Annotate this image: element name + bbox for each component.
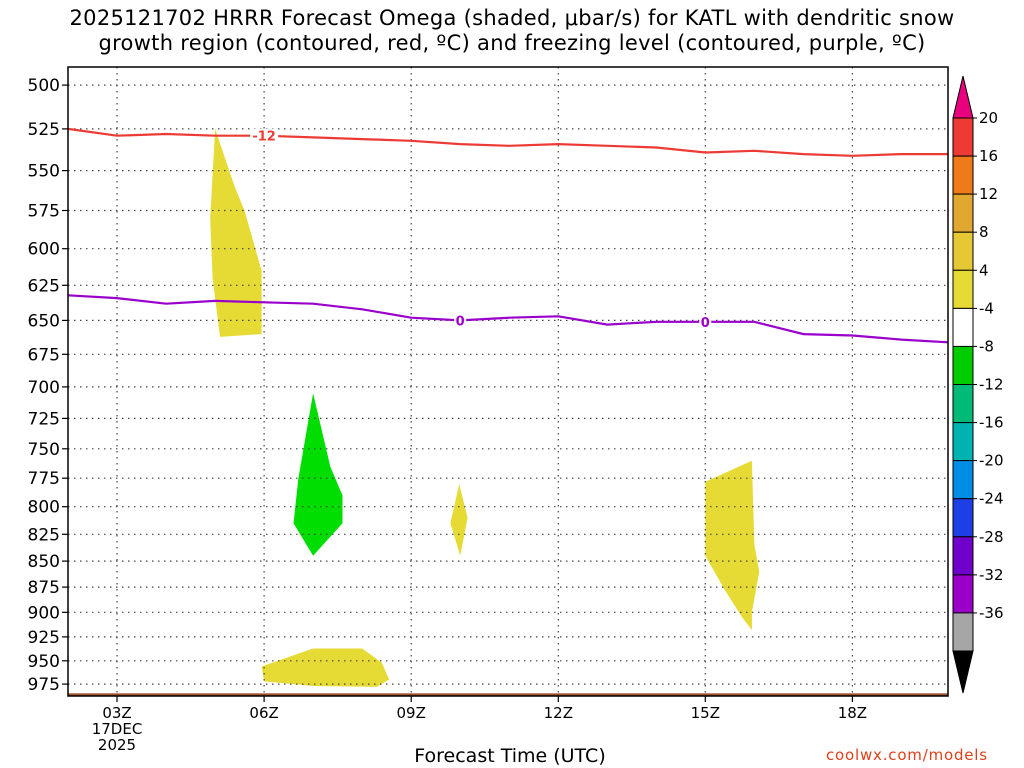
contour-label-bg bbox=[699, 314, 712, 329]
colorbar: 20 16 12 8 4 -4 -8 -12 -16 -20 -24 -28 -32 -36 bbox=[952, 75, 1004, 694]
omega-shaded-regions bbox=[210, 128, 760, 687]
colorbar-bin bbox=[952, 460, 974, 500]
grid bbox=[68, 67, 948, 696]
colorbar-top-extend bbox=[952, 75, 974, 119]
y-axis: 500 525 550 575 600 625 650 675 700 725 750 775 800 8… bbox=[28, 76, 68, 695]
contour-label: -12 bbox=[252, 130, 276, 145]
colorbar-label: -8 bbox=[979, 337, 994, 355]
x-axis-label: Forecast Time (UTC) bbox=[414, 745, 606, 767]
colorbar-label: 12 bbox=[979, 185, 998, 203]
plot-frame bbox=[67, 66, 949, 697]
colorbar-bin bbox=[952, 612, 974, 652]
colorbar-label: -12 bbox=[979, 376, 1004, 394]
omega-shade-4 bbox=[705, 460, 760, 631]
colorbar-bin bbox=[952, 307, 974, 347]
y-tick-label: 600 bbox=[28, 240, 60, 260]
omega-shade-5 bbox=[261, 648, 390, 687]
y-tick-label: 925 bbox=[28, 628, 60, 648]
colorbar-label: -20 bbox=[979, 452, 1004, 470]
y-tick-label: 675 bbox=[28, 345, 60, 365]
y-tick-label: 500 bbox=[28, 76, 60, 96]
x-tick-label: 15Z bbox=[691, 704, 720, 722]
y-tick-label: 650 bbox=[28, 311, 60, 331]
y-tick-label: 550 bbox=[28, 162, 60, 182]
colorbar-label: -32 bbox=[979, 566, 1004, 584]
x-tick-label: 12Z bbox=[544, 704, 573, 722]
colorbar-bin bbox=[952, 422, 974, 462]
y-tick-label: 825 bbox=[28, 525, 60, 545]
x-tick-label: 03Z bbox=[102, 704, 131, 722]
colorbar-bin bbox=[952, 498, 974, 538]
contour-label: 0 bbox=[701, 316, 710, 331]
terrain-layer bbox=[68, 693, 948, 696]
omega-shade-1 bbox=[210, 128, 262, 337]
colorbar-bin bbox=[952, 345, 974, 385]
colorbar-bin bbox=[952, 574, 974, 614]
colorbar-bin bbox=[952, 269, 974, 309]
omega-shade-2 bbox=[293, 393, 343, 556]
colorbar-bin bbox=[952, 384, 974, 424]
colorbar-label: -24 bbox=[979, 490, 1004, 508]
y-tick-label: 525 bbox=[28, 120, 60, 140]
y-tick-label: 975 bbox=[28, 675, 60, 695]
colorbar-label: -16 bbox=[979, 414, 1004, 432]
y-tick-label: 575 bbox=[28, 202, 60, 222]
contour-label: 0 bbox=[456, 314, 465, 329]
colorbar-label: -4 bbox=[979, 299, 994, 317]
contour-label-bg bbox=[454, 313, 467, 328]
colorbar-bin bbox=[952, 155, 974, 195]
colorbar-label: 20 bbox=[979, 109, 998, 127]
y-tick-label: 625 bbox=[28, 276, 60, 296]
colorbar-label: -28 bbox=[979, 528, 1004, 546]
y-tick-label: 700 bbox=[28, 378, 60, 398]
x-tick-label: 06Z bbox=[249, 704, 278, 722]
y-tick-label: 900 bbox=[28, 603, 60, 623]
chart-title-line2: growth region (contoured, red, ºC) and f… bbox=[98, 31, 926, 55]
y-tick-label: 950 bbox=[28, 652, 60, 672]
y-tick-label: 750 bbox=[28, 440, 60, 460]
contour-label-bg bbox=[250, 128, 279, 143]
colorbar-bin bbox=[952, 536, 974, 576]
colorbar-bin bbox=[952, 231, 974, 271]
chart-title-line1: 2025121702 HRRR Forecast Omega (shaded, … bbox=[69, 6, 955, 30]
colorbar-label: 8 bbox=[979, 223, 989, 241]
colorbar-label: 16 bbox=[979, 147, 998, 165]
colorbar-bottom-extend bbox=[952, 650, 974, 694]
terrain-band bbox=[68, 693, 948, 696]
x-tick-sublabel: 2025 bbox=[98, 736, 136, 754]
colorbar-bin bbox=[952, 193, 974, 233]
y-tick-label: 800 bbox=[28, 498, 60, 518]
y-tick-label: 850 bbox=[28, 552, 60, 572]
x-tick-label: 18Z bbox=[838, 704, 867, 722]
omega-shade-3 bbox=[450, 484, 468, 556]
x-tick-label: 09Z bbox=[397, 704, 426, 722]
y-tick-label: 725 bbox=[28, 409, 60, 429]
colorbar-label: -36 bbox=[979, 604, 1004, 622]
contour-line-1 bbox=[67, 127, 948, 157]
contour-lines: -12 0 0 bbox=[67, 127, 949, 344]
contour-line-2 bbox=[67, 294, 949, 344]
x-tick-sublabel: 17DEC bbox=[92, 720, 143, 738]
y-tick-label: 875 bbox=[28, 578, 60, 598]
colorbar-label: 4 bbox=[979, 261, 989, 279]
colorbar-bin bbox=[952, 117, 974, 157]
credit-text: coolwx.com/models bbox=[826, 746, 988, 764]
chart-title: 2025121702 HRRR Forecast Omega (shaded, … bbox=[0, 6, 1024, 56]
y-tick-label: 775 bbox=[28, 469, 60, 489]
